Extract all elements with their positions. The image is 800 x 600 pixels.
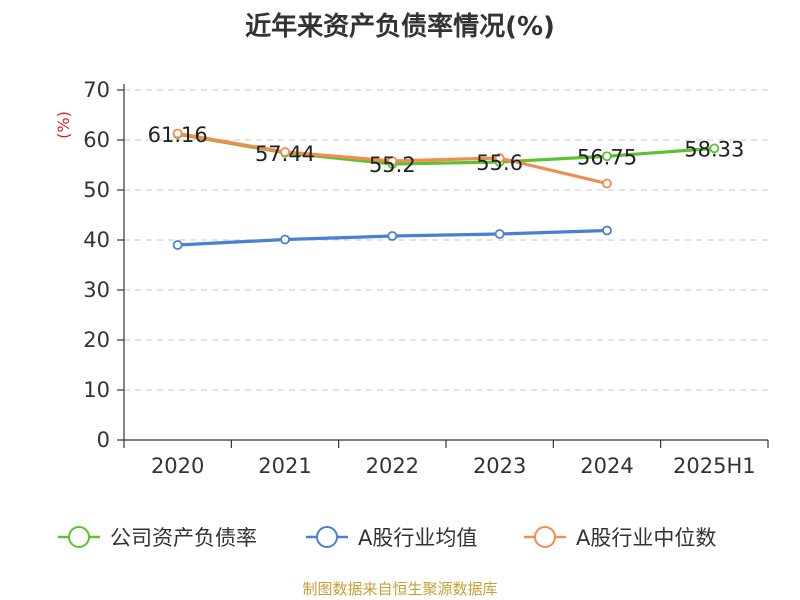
y-tick-label: 40	[83, 228, 110, 252]
x-tick-label: 2023	[473, 454, 526, 478]
legend-label: A股行业中位数	[576, 526, 716, 550]
data-label-layer: 61.16 57.44 55.2 55.6 56.75 58.33	[148, 123, 745, 177]
y-tick-label: 0	[97, 428, 110, 452]
data-point	[280, 234, 290, 245]
x-tick-label: 2022	[366, 454, 419, 478]
data-point	[709, 143, 720, 154]
grid-layer	[124, 89, 768, 391]
x-tick-label: 2021	[258, 454, 311, 478]
data-point	[602, 151, 612, 162]
data-point	[602, 178, 612, 189]
data-point	[387, 231, 398, 241]
legend-swatch-marker	[68, 526, 90, 548]
y-tick-label: 30	[83, 278, 110, 302]
legend-label: A股行业均值	[358, 526, 477, 550]
data-label: 55.6	[476, 151, 523, 175]
data-point	[602, 225, 612, 236]
chart-title: 近年来资产负债率情况(%)	[245, 12, 555, 42]
data-point	[172, 240, 183, 250]
legend-label: 公司资产负债率	[110, 526, 257, 550]
data-point	[387, 156, 398, 166]
y-tick-label: 10	[83, 378, 110, 402]
y-axis-unit-label: (%)	[54, 111, 73, 139]
data-point	[494, 153, 505, 163]
y-tick-label: 70	[83, 78, 110, 102]
data-label: 58.33	[684, 137, 744, 161]
y-tick-label: 60	[83, 128, 110, 152]
legend-swatch-marker	[316, 526, 338, 548]
y-tick-label: 50	[83, 178, 110, 202]
data-label: 61.16	[148, 123, 208, 147]
data-label: 55.2	[369, 153, 416, 177]
x-tick-label: 2024	[580, 454, 633, 478]
data-label: 56.75	[577, 145, 637, 169]
source-note: 制图数据来自恒生聚源数据库	[302, 580, 498, 598]
x-tick-label: 2025H1	[673, 454, 756, 478]
y-tick-label: 20	[83, 328, 110, 352]
series-layer	[172, 128, 720, 250]
legend: 公司资产负债率 A股行业均值 A股行业中位数	[58, 526, 716, 550]
data-point	[172, 128, 183, 139]
legend-swatch-marker	[534, 526, 556, 548]
data-point	[494, 229, 505, 239]
x-tick-label: 2020	[151, 454, 204, 478]
data-label: 57.44	[255, 142, 315, 166]
axis-layer: 0 10 20 30 40 50 60 70 2020 2021 2022 2023 2024 2025H…	[54, 78, 769, 478]
data-point	[280, 147, 290, 157]
